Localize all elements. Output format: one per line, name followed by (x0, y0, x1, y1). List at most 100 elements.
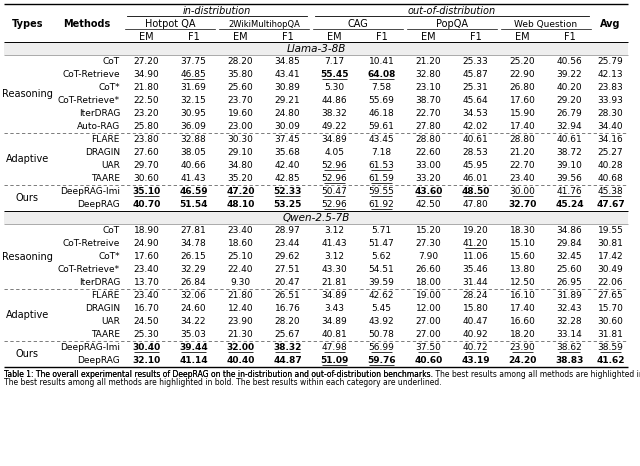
Text: 13.80: 13.80 (509, 265, 536, 274)
Text: 34.53: 34.53 (463, 109, 488, 118)
Text: 17.60: 17.60 (134, 252, 159, 261)
Text: 11.06: 11.06 (463, 252, 488, 261)
Text: 40.56: 40.56 (557, 57, 582, 66)
Text: 15.10: 15.10 (509, 239, 536, 248)
Text: Ours: Ours (16, 193, 39, 203)
Text: 42.50: 42.50 (416, 200, 442, 209)
Text: 34.40: 34.40 (598, 122, 623, 131)
Text: 17.60: 17.60 (509, 96, 536, 105)
Text: 59.76: 59.76 (367, 356, 396, 365)
Text: 48.10: 48.10 (227, 200, 255, 209)
Text: 26.95: 26.95 (557, 278, 582, 287)
Text: 38.62: 38.62 (557, 343, 582, 352)
Text: 25.67: 25.67 (275, 330, 300, 339)
Text: 23.00: 23.00 (228, 122, 253, 131)
Text: 25.60: 25.60 (228, 83, 253, 92)
Text: 21.20: 21.20 (509, 148, 535, 157)
Text: 61.92: 61.92 (369, 200, 394, 209)
Text: 47.80: 47.80 (463, 200, 488, 209)
Text: Table 1: The overall experimental results of DeepRAG on the in-distribution and : Table 1: The overall experimental result… (4, 370, 433, 379)
Text: 30.60: 30.60 (598, 317, 623, 326)
Text: 35.20: 35.20 (228, 174, 253, 183)
Text: 24.50: 24.50 (134, 317, 159, 326)
Text: CoT-Retrieve: CoT-Retrieve (62, 70, 120, 79)
Text: 46.85: 46.85 (180, 70, 206, 79)
Text: 35.10: 35.10 (132, 187, 161, 196)
Text: 41.20: 41.20 (463, 239, 488, 248)
Text: 16.10: 16.10 (509, 291, 536, 300)
Text: 18.90: 18.90 (134, 226, 159, 235)
Text: 43.41: 43.41 (275, 70, 300, 79)
Text: CoT*: CoT* (99, 83, 120, 92)
Text: 34.86: 34.86 (557, 226, 582, 235)
Text: 24.60: 24.60 (180, 304, 206, 313)
Text: 41.43: 41.43 (180, 174, 206, 183)
Text: F1: F1 (470, 32, 481, 41)
Text: 40.92: 40.92 (463, 330, 488, 339)
Text: 31.89: 31.89 (557, 291, 582, 300)
Text: 54.51: 54.51 (369, 265, 394, 274)
Text: 38.32: 38.32 (322, 109, 348, 118)
Text: 42.85: 42.85 (275, 174, 300, 183)
Text: 32.15: 32.15 (180, 96, 206, 105)
Text: 28.20: 28.20 (275, 317, 300, 326)
Text: 5.62: 5.62 (371, 252, 392, 261)
Text: 26.84: 26.84 (180, 278, 206, 287)
Text: DRAGIN: DRAGIN (85, 304, 120, 313)
Text: 40.68: 40.68 (598, 174, 623, 183)
Text: 25.31: 25.31 (463, 83, 488, 92)
Text: 37.45: 37.45 (275, 135, 300, 144)
Text: 55.45: 55.45 (320, 70, 349, 79)
Text: 24.20: 24.20 (508, 356, 537, 365)
Text: 33.20: 33.20 (415, 174, 442, 183)
Text: 17.40: 17.40 (509, 122, 536, 131)
Text: CoT-Retrieve*: CoT-Retrieve* (58, 265, 120, 274)
Text: 40.60: 40.60 (414, 356, 443, 365)
Text: 34.89: 34.89 (322, 317, 348, 326)
Text: Adaptive: Adaptive (6, 154, 49, 164)
Text: 29.20: 29.20 (557, 96, 582, 105)
Text: 27.80: 27.80 (415, 122, 442, 131)
Text: 37.75: 37.75 (180, 57, 207, 66)
Text: 43.19: 43.19 (461, 356, 490, 365)
Text: EM: EM (139, 32, 154, 41)
Text: 17.42: 17.42 (598, 252, 623, 261)
Text: 32.88: 32.88 (180, 135, 206, 144)
Text: 34.89: 34.89 (322, 135, 348, 144)
Text: 30.81: 30.81 (598, 239, 623, 248)
Text: 39.59: 39.59 (369, 278, 394, 287)
Text: 23.40: 23.40 (134, 265, 159, 274)
Text: 15.70: 15.70 (598, 304, 623, 313)
Text: 25.33: 25.33 (463, 57, 488, 66)
Text: 24.80: 24.80 (275, 109, 300, 118)
Text: 43.30: 43.30 (322, 265, 348, 274)
Text: 16.70: 16.70 (134, 304, 159, 313)
Text: 12.00: 12.00 (415, 304, 442, 313)
Text: 28.24: 28.24 (463, 291, 488, 300)
Text: FLARE: FLARE (92, 135, 120, 144)
Text: 32.70: 32.70 (508, 200, 537, 209)
Text: 9.30: 9.30 (230, 278, 251, 287)
Text: 40.20: 40.20 (557, 83, 582, 92)
Text: 18.30: 18.30 (509, 226, 536, 235)
Text: 39.22: 39.22 (557, 70, 582, 79)
Text: 15.60: 15.60 (509, 252, 536, 261)
Text: 40.47: 40.47 (463, 317, 488, 326)
Text: 5.30: 5.30 (324, 83, 344, 92)
Text: 28.30: 28.30 (598, 109, 623, 118)
Text: 51.09: 51.09 (320, 356, 349, 365)
Text: 41.62: 41.62 (596, 356, 625, 365)
Text: 52.96: 52.96 (322, 200, 348, 209)
Text: 51.47: 51.47 (369, 239, 394, 248)
Text: 37.50: 37.50 (415, 343, 442, 352)
Text: Resaoning: Resaoning (2, 252, 53, 261)
Text: 35.80: 35.80 (228, 70, 253, 79)
Text: 31.81: 31.81 (598, 330, 623, 339)
Text: 18.20: 18.20 (509, 330, 536, 339)
Text: DRAGIN: DRAGIN (85, 148, 120, 157)
Text: 28.80: 28.80 (509, 135, 536, 144)
Text: CAG: CAG (348, 19, 369, 29)
Text: 47.20: 47.20 (227, 187, 255, 196)
Text: 32.06: 32.06 (180, 291, 206, 300)
Text: 25.20: 25.20 (509, 57, 535, 66)
